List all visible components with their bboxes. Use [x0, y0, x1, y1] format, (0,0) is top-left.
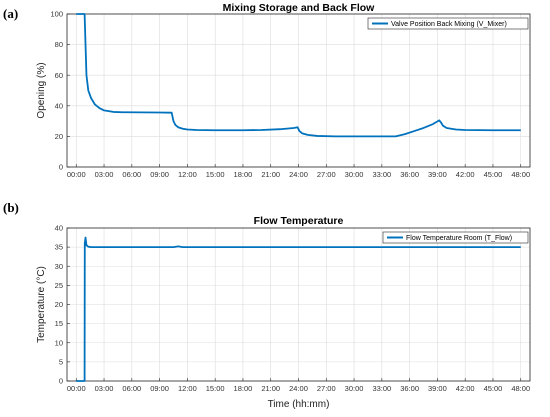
chart-a-y-tick-label: 0 [59, 163, 63, 172]
chart-a-x-tick-label: 48:00 [511, 170, 530, 179]
chart-a-x-tick-label: 06:00 [122, 170, 141, 179]
chart-a-legend-label: Valve Position Back Mixing (V_Mixer) [391, 21, 507, 28]
panel-a-label: (a) [3, 6, 18, 21]
chart-b-x-tick-label: 15:00 [206, 384, 225, 393]
chart-a-legend: Valve Position Back Mixing (V_Mixer) [367, 17, 529, 30]
chart-b-series-line-0 [76, 236, 521, 382]
chart-b-x-tick-label: 33:00 [372, 384, 391, 393]
chart-b-y-tick-label: 30 [55, 262, 63, 271]
chart-a-grid [67, 13, 530, 168]
chart-b-x-tick-label: 24:00 [289, 384, 308, 393]
chart-a-x-tick-label: 45:00 [484, 170, 503, 179]
chart-a-x-tick-label: 09:00 [150, 170, 169, 179]
chart-b-x-tick-label: 18:00 [234, 384, 253, 393]
chart-a-y-tick-label: 20 [55, 132, 63, 141]
chart-b-x-tick-label: 12:00 [178, 384, 197, 393]
chart-a-x-tick-label: 27:00 [317, 170, 336, 179]
chart-b-x-tick-label: 09:00 [150, 384, 169, 393]
chart-b-y-tick-label: 5 [59, 357, 63, 366]
chart-a-y-tick-label: 80 [55, 40, 63, 49]
chart-a-x-tick-label: 24:00 [289, 170, 308, 179]
chart-a-y-axis-label: Opening (%) [36, 62, 47, 118]
chart-b-x-tick-label: 21:00 [261, 384, 280, 393]
chart-flow-temperature: Flow Temperature Temperature (°C) Time (… [36, 215, 531, 410]
chart-mixing-storage: Mixing Storage and Back Flow Opening (%)… [36, 2, 531, 179]
chart-a-series-line-0 [76, 13, 521, 138]
chart-b-axes-box [66, 227, 531, 382]
chart-b-y-tick-label: 15 [55, 319, 63, 328]
panel-b-label: (b) [3, 200, 19, 215]
chart-b-x-tick-label: 27:00 [317, 384, 336, 393]
chart-b-legend: Flow Temperature Room (T_Flow) [382, 231, 529, 244]
chart-b-y-tick-label: 35 [55, 243, 63, 252]
chart-b-legend-label: Flow Temperature Room (T_Flow) [406, 235, 512, 242]
chart-a-ticks: 00:00 03:00 06:00 09:00 12:00 15:00 18:00 21:00… [50, 10, 530, 179]
chart-b-x-tick-label: 45:00 [484, 384, 503, 393]
chart-b-x-tick-label: 42:00 [456, 384, 475, 393]
chart-a-x-tick-label: 03:00 [95, 170, 114, 179]
chart-a-x-tick-label: 00:00 [67, 170, 86, 179]
chart-a-axes-box [66, 13, 531, 168]
chart-b-x-tick-label: 06:00 [122, 384, 141, 393]
chart-a-x-tick-label: 30:00 [345, 170, 364, 179]
chart-b-x-tick-label: 39:00 [428, 384, 447, 393]
chart-b-x-tick-label: 00:00 [67, 384, 86, 393]
chart-b-legend-box [382, 231, 529, 244]
chart-b-y-tick-label: 20 [55, 300, 63, 309]
chart-a-y-tick-label: 40 [55, 101, 63, 110]
chart-b-title: Flow Temperature [254, 215, 344, 227]
chart-b-y-tick-label: 0 [59, 377, 63, 386]
chart-b-x-tick-label: 48:00 [511, 384, 530, 393]
chart-a-x-tick-label: 42:00 [456, 170, 475, 179]
chart-a-x-tick-label: 21:00 [261, 170, 280, 179]
chart-b-x-tick-label: 30:00 [345, 384, 364, 393]
chart-a-x-tick-label: 36:00 [400, 170, 419, 179]
chart-b-grid [67, 227, 530, 382]
chart-a-legend-box [367, 17, 529, 30]
chart-b-x-tick-label: 36:00 [400, 384, 419, 393]
chart-b-y-axis-label: Temperature (°C) [36, 266, 47, 343]
chart-a-x-tick-label: 15:00 [206, 170, 225, 179]
chart-b-x-axis-label: Time (hh:mm) [268, 399, 330, 410]
chart-a-title: Mixing Storage and Back Flow [223, 2, 376, 14]
chart-b-x-tick-label: 03:00 [95, 384, 114, 393]
chart-b-series [76, 236, 521, 382]
chart-a-x-tick-label: 33:00 [372, 170, 391, 179]
chart-a-x-tick-label: 39:00 [428, 170, 447, 179]
chart-a-x-tick-label: 18:00 [234, 170, 253, 179]
chart-a-x-tick-label: 12:00 [178, 170, 197, 179]
chart-b-y-tick-label: 25 [55, 281, 63, 290]
chart-a-y-tick-label: 100 [50, 10, 63, 19]
chart-a-series [76, 13, 521, 138]
chart-a-y-tick-label: 60 [55, 71, 63, 80]
chart-b-y-tick-label: 40 [55, 224, 63, 233]
chart-b-ticks: 00:00 03:00 06:00 09:00 12:00 15:00 18:00 21:00… [55, 224, 530, 393]
chart-b-y-tick-label: 10 [55, 338, 63, 347]
